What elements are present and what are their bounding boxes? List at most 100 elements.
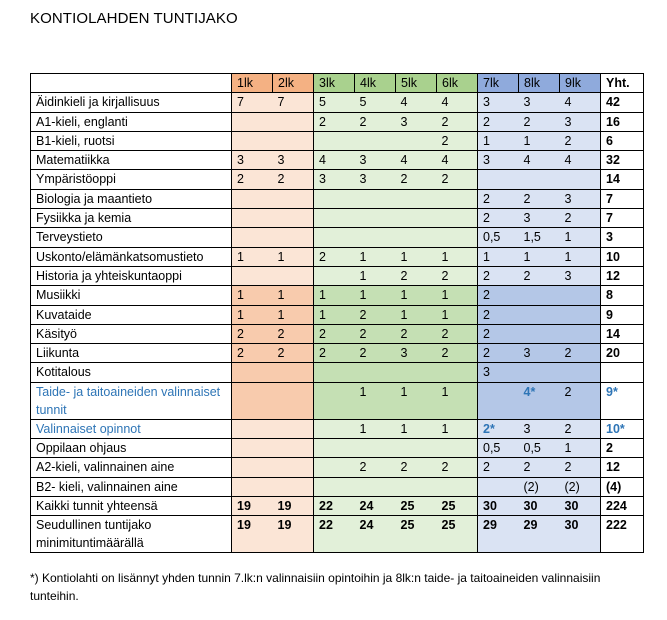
hours-cell: 0,5 (477, 438, 519, 459)
hours-cell: 22 (313, 515, 355, 554)
hours-cell: 25 (395, 495, 437, 517)
hours-cell: 4 (559, 92, 601, 113)
hours-cell (231, 476, 273, 497)
hours-cell: 1 (272, 285, 314, 306)
hours-cell: 1 (231, 285, 273, 306)
table-row: Äidinkieli ja kirjallisuus 7 7 5 5 4 4 3 3 4 42 (30, 92, 644, 113)
table-row: Fysiikka ja kemia 2 3 2 7 (30, 208, 644, 229)
hours-cell: 2 (313, 111, 355, 132)
subject-label: Äidinkieli ja kirjallisuus (30, 92, 232, 113)
hours-cell: 3 (559, 265, 601, 287)
hours-cell: 22 (313, 495, 355, 517)
hours-cell: 30 (559, 495, 601, 517)
hours-cell: 2 (436, 343, 478, 364)
hours-cell: 19 (272, 515, 314, 554)
hours-cell (272, 227, 314, 248)
total-cell: 16 (600, 111, 644, 132)
hours-cell: 2 (518, 265, 560, 287)
hours-cell: 1 (354, 246, 396, 267)
subject-label: Ympäristöoppi (30, 169, 232, 190)
hours-cell: 2 (559, 343, 601, 364)
hours-cell: 0,5 (518, 438, 560, 459)
subject-label: Biologia ja maantieto (30, 188, 232, 210)
hours-cell: 1 (395, 304, 437, 325)
hours-cell: 1 (436, 418, 478, 440)
subject-label: Fysiikka ja kemia (30, 208, 232, 229)
total-cell: 10* (600, 418, 644, 440)
hours-cell (559, 169, 601, 190)
hours-cell (395, 362, 437, 383)
hours-cell: (2) (559, 476, 601, 497)
hours-cell (313, 438, 355, 459)
hours-cell: 2 (395, 265, 437, 287)
hours-cell: 3 (354, 169, 396, 190)
subject-label: B2- kieli, valinnainen aine (30, 476, 232, 497)
total-cell: 14 (600, 323, 644, 345)
hours-cell: 3 (477, 92, 519, 113)
hours-cell (436, 188, 478, 210)
hours-cell: 1 (313, 304, 355, 325)
hours-cell: 2 (272, 169, 314, 190)
hours-cell: 24 (354, 515, 396, 554)
hours-cell (395, 476, 437, 497)
hours-cell (477, 381, 519, 420)
hours-cell: 29 (518, 515, 560, 554)
hours-cell: 2 (436, 457, 478, 478)
hours-cell (395, 130, 437, 152)
table-row: Kuvataide 1 1 1 2 1 1 2 9 (30, 304, 644, 325)
hours-cell (272, 188, 314, 210)
hours-cell: 3 (518, 418, 560, 440)
hours-cell: 2 (559, 208, 601, 229)
hours-cell: 2 (518, 188, 560, 210)
hours-cell: 1 (395, 246, 437, 267)
lesson-hours-table: 1lk 2lk 3lk 4lk 5lk 6lk 7lk 8lk 9lk Yht. Äidinkie… (30, 72, 644, 554)
column-header: 8lk (518, 72, 560, 94)
hours-cell: 1 (395, 285, 437, 306)
page-title: KONTIOLAHDEN TUNTIJAKO (30, 10, 238, 27)
hours-cell (231, 265, 273, 287)
hours-cell (272, 111, 314, 132)
hours-cell (354, 227, 396, 248)
hours-cell: 2 (477, 265, 519, 287)
hours-cell (436, 476, 478, 497)
subject-label: Valinnaiset opinnot (30, 418, 232, 440)
hours-cell: 2 (231, 343, 273, 364)
hours-cell: 19 (272, 495, 314, 517)
hours-cell (272, 457, 314, 478)
hours-cell: 30 (477, 495, 519, 517)
hours-cell: 1 (313, 285, 355, 306)
column-header: 6lk (436, 72, 478, 94)
hours-cell: 1 (477, 246, 519, 267)
table-row: Historia ja yhteiskuntaoppi 1 2 2 2 2 3 12 (30, 265, 644, 287)
hours-cell: 2 (395, 169, 437, 190)
hours-cell: 7 (231, 92, 273, 113)
subject-label: Kuvataide (30, 304, 232, 325)
hours-cell: 2 (477, 111, 519, 132)
subject-label: Liikunta (30, 343, 232, 364)
hours-cell: 2 (272, 343, 314, 364)
hours-cell: 2 (477, 208, 519, 229)
hours-cell: 2 (559, 381, 601, 420)
column-header: 1lk (231, 72, 273, 94)
hours-cell: 4* (518, 381, 560, 420)
table-row: Liikunta 2 2 2 2 3 2 2 3 2 20 (30, 343, 644, 364)
hours-cell: 2 (518, 457, 560, 478)
hours-cell (231, 438, 273, 459)
hours-cell: 1 (436, 246, 478, 267)
hours-cell: 4 (395, 92, 437, 113)
total-cell: (4) (600, 476, 644, 497)
subject-label: Kotitalous (30, 362, 232, 383)
total-cell: 42 (600, 92, 644, 113)
table-row: Biologia ja maantieto 2 2 3 7 (30, 188, 644, 210)
hours-cell: 2 (477, 343, 519, 364)
hours-cell (313, 457, 355, 478)
subject-label: Terveystieto (30, 227, 232, 248)
hours-cell: 1 (518, 130, 560, 152)
total-cell: 6 (600, 130, 644, 152)
subject-label: Musiikki (30, 285, 232, 306)
hours-cell: 2 (436, 169, 478, 190)
hours-cell: 2 (477, 304, 519, 325)
hours-cell: 1 (354, 265, 396, 287)
hours-cell: 2 (313, 323, 355, 345)
hours-cell: 4 (518, 150, 560, 171)
